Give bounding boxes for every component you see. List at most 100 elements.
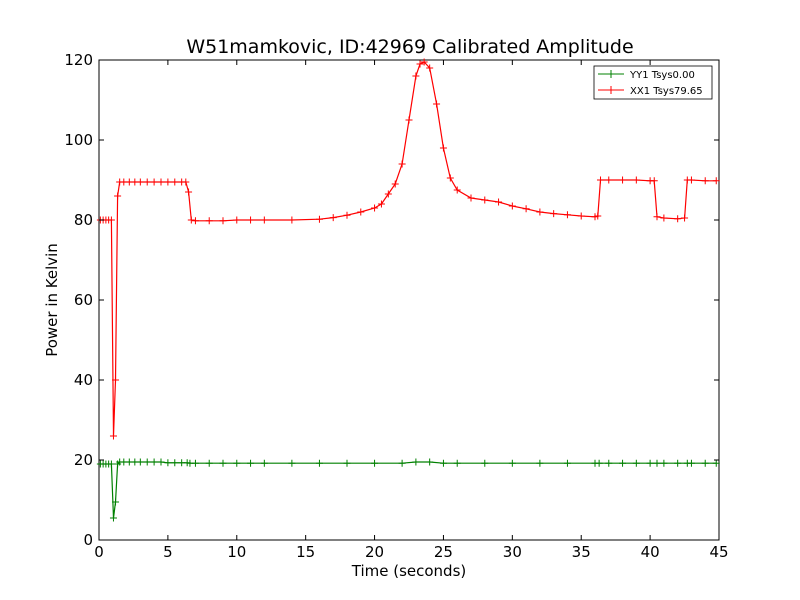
y-tick-label: 20 — [74, 451, 93, 469]
legend-marker-xx1 — [607, 86, 615, 94]
data-point — [288, 216, 296, 224]
x-axis-label: Time (seconds) — [351, 562, 467, 580]
legend-entry-xx1: XX1 Tsys79.65 — [598, 86, 703, 97]
data-point — [522, 205, 530, 213]
data-point — [150, 178, 158, 186]
data-point — [605, 459, 613, 467]
data-point — [157, 178, 165, 186]
data-point — [164, 178, 172, 186]
data-point — [439, 459, 447, 467]
legend-label-xx1: XX1 Tsys79.65 — [630, 86, 703, 97]
data-point — [247, 216, 255, 224]
data-point — [701, 177, 709, 185]
series-layer — [96, 58, 720, 522]
y-tick-label: 40 — [74, 371, 93, 389]
data-point — [219, 217, 227, 225]
legend-marker-yy1 — [607, 70, 615, 78]
data-point — [377, 200, 385, 208]
data-point — [577, 212, 585, 220]
data-point — [343, 459, 351, 467]
data-point — [660, 214, 668, 222]
data-point — [233, 459, 241, 467]
legend-label-yy1: YY1 Tsys0.00 — [629, 70, 695, 81]
data-point — [371, 204, 379, 212]
data-point — [136, 178, 144, 186]
x-tick-label: 20 — [365, 543, 384, 561]
data-point — [371, 459, 379, 467]
data-point — [260, 459, 268, 467]
data-point — [412, 458, 420, 466]
data-point — [446, 174, 454, 182]
data-point — [439, 144, 447, 152]
data-point — [481, 196, 489, 204]
data-point — [619, 176, 627, 184]
series-xx1 — [96, 58, 720, 440]
data-point — [653, 213, 661, 221]
y-tick-label: 100 — [64, 131, 93, 149]
data-point — [453, 186, 461, 194]
data-point — [674, 215, 682, 223]
data-point — [136, 458, 144, 466]
data-point — [550, 210, 558, 218]
plot-frame — [98, 59, 720, 541]
y-tick-label: 80 — [74, 211, 93, 229]
x-tick-label: 0 — [94, 543, 104, 561]
data-point — [171, 178, 179, 186]
x-tick-label: 15 — [296, 543, 315, 561]
data-point — [143, 178, 151, 186]
data-point — [712, 459, 720, 467]
data-point — [114, 192, 122, 200]
data-point — [653, 459, 661, 467]
data-point — [205, 459, 213, 467]
data-point — [536, 208, 544, 216]
data-point — [563, 459, 571, 467]
data-point — [329, 214, 337, 222]
data-point — [315, 215, 323, 223]
plot-area: 0 5 10 15 20 25 30 35 40 45 0 20 40 60 80 100 120 — [64, 51, 728, 561]
data-point — [398, 459, 406, 467]
chart-title: W51mamkovic, ID:42969 Calibrated Amplitu… — [186, 36, 633, 58]
data-point — [164, 459, 172, 467]
data-point — [143, 458, 151, 466]
data-point — [315, 459, 323, 467]
data-point — [112, 376, 120, 384]
data-point — [597, 176, 605, 184]
data-point — [605, 176, 613, 184]
y-tick-label: 120 — [64, 51, 93, 69]
data-point — [416, 60, 424, 68]
data-point — [594, 212, 602, 220]
data-point — [185, 188, 193, 196]
y-tick-label: 0 — [83, 531, 93, 549]
data-point — [650, 177, 658, 185]
data-point — [508, 202, 516, 210]
data-point — [107, 216, 115, 224]
data-point — [632, 459, 640, 467]
data-point — [233, 216, 241, 224]
data-point — [646, 459, 654, 467]
data-point — [343, 211, 351, 219]
data-point — [712, 177, 720, 185]
x-tick-label: 40 — [641, 543, 660, 561]
y-tick-label: 60 — [74, 291, 93, 309]
data-point — [701, 459, 709, 467]
data-point — [619, 459, 627, 467]
data-point — [674, 459, 682, 467]
data-point — [433, 100, 441, 108]
data-point — [405, 116, 413, 124]
legend-box — [593, 65, 713, 100]
data-point — [412, 72, 420, 80]
data-point — [219, 459, 227, 467]
x-tick-label: 10 — [227, 543, 246, 561]
data-point — [260, 216, 268, 224]
data-point — [495, 198, 503, 206]
data-point — [681, 214, 689, 222]
ticks-layer: 0 5 10 15 20 25 30 35 40 45 0 20 40 60 80 100 120 — [64, 51, 728, 561]
data-point — [426, 458, 434, 466]
data-point — [687, 459, 695, 467]
data-point — [632, 176, 640, 184]
data-point — [205, 217, 213, 225]
data-point — [384, 190, 392, 198]
legend: YY1 Tsys0.00 XX1 Tsys79.65 — [593, 65, 713, 100]
x-tick-label: 30 — [503, 543, 522, 561]
